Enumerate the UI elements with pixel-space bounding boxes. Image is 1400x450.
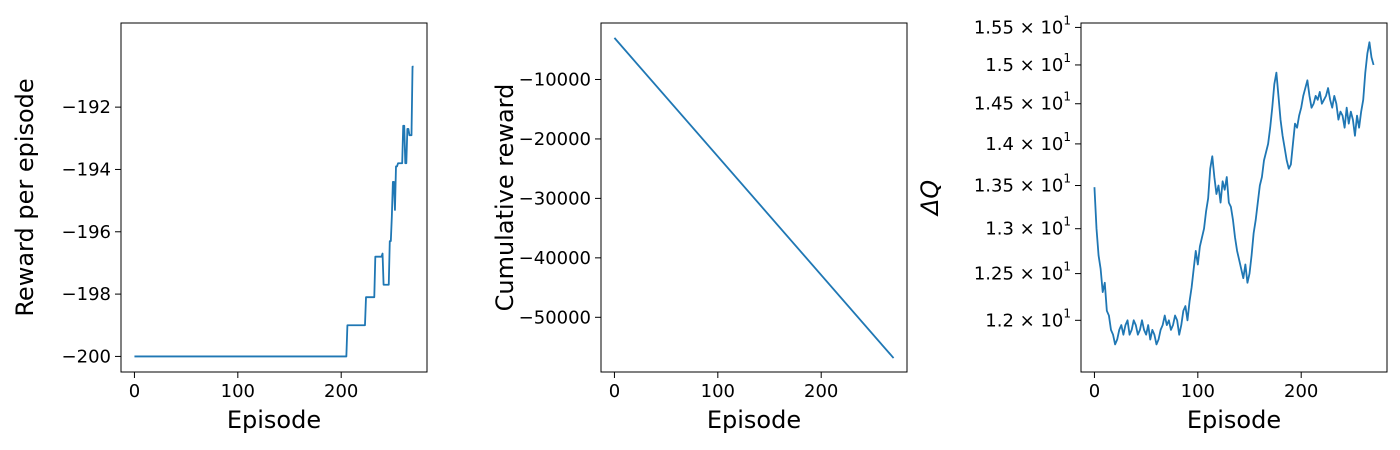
tick-exponent: 1 [1063, 306, 1071, 320]
tick-exponent: 1 [1063, 260, 1071, 274]
cumulative-y-tick-value: −50000 [519, 307, 591, 328]
cumulative-x-tick-label: 0 [609, 381, 620, 402]
tick-exponent: 1 [1063, 130, 1071, 144]
cumulative-axes-frame [600, 22, 908, 373]
reward-y-tick-value: −198 [62, 284, 111, 305]
tick-multiplier: × 10 [1014, 310, 1063, 331]
tick-multiplier: × 10 [1014, 219, 1063, 240]
reward-y-tick-value: −194 [62, 159, 111, 180]
tick-exponent: 1 [1063, 215, 1071, 229]
delta-q-series-line-0 [1093, 41, 1375, 346]
tick-exponent: 1 [1063, 90, 1071, 104]
delta-q-x-tick-label: 0 [1089, 381, 1100, 402]
cumulative-y-tick-label: −20000 [519, 129, 591, 150]
tick-multiplier: × 10 [1014, 264, 1063, 285]
delta-q-y-tick-value: 1.55 [974, 17, 1014, 38]
reward-y-tick-label: −196 [62, 222, 111, 243]
delta-q-y-tick-value: 1.3 [985, 219, 1014, 240]
reward-axes-frame [120, 22, 428, 373]
reward-x-tick-label: 200 [324, 381, 358, 402]
tick-multiplier: × 10 [1014, 55, 1063, 76]
tick-exponent: 1 [1063, 172, 1071, 186]
delta-q-y-tick-value: 1.35 [974, 176, 1014, 197]
delta-q-y-tick-label: 1.55 × 101 [974, 13, 1071, 38]
reward-y-tick-label: −200 [62, 346, 111, 367]
tick-exponent: 1 [1063, 13, 1071, 27]
delta-q-axes-frame [1080, 22, 1388, 373]
delta-q-y-tick-label: 1.25 × 101 [974, 260, 1071, 285]
cumulative-series-line-0 [613, 37, 895, 359]
cumulative-y-tick-value: −10000 [519, 69, 591, 90]
cumulative-y-tick-label: −40000 [519, 248, 591, 269]
reward-y-axis-label: Reward per episode [11, 78, 39, 316]
cumulative-y-tick-label: −10000 [519, 69, 591, 90]
delta-q-y-tick-value: 1.2 [985, 310, 1014, 331]
cumulative-y-tick-label: −50000 [519, 307, 591, 328]
tick-multiplier: × 10 [1014, 17, 1063, 38]
delta-q-y-tick-value: 1.25 [974, 264, 1014, 285]
reward-x-tick-label: 0 [129, 381, 140, 402]
reward-per-episode-chart: 0 100 200 −200 −198 −196 −194 −192 Episode Reward… [11, 22, 428, 434]
tick-multiplier: × 10 [1014, 94, 1063, 115]
reward-y-tick-label: −198 [62, 284, 111, 305]
reward-y-tick-value: −200 [62, 346, 111, 367]
delta-q-y-tick-value: 1.45 [974, 94, 1014, 115]
delta-q-y-tick-value: 1.5 [985, 55, 1014, 76]
delta-q-y-tick-label: 1.2 × 101 [985, 306, 1071, 331]
delta-q-y-tick-label: 1.35 × 101 [974, 172, 1071, 197]
delta-q-x-axis-label: Episode [1187, 406, 1281, 434]
delta-q-x-tick-label: 200 [1284, 381, 1318, 402]
reward-x-axis-label: Episode [227, 406, 321, 434]
delta-q-y-axis-label: ΔQ [916, 180, 944, 217]
cumulative-x-axis-label: Episode [707, 406, 801, 434]
reward-y-tick-value: −192 [62, 97, 111, 118]
cumulative-reward-chart: 0 100 200 −50000 −40000 −30000 −20000 −10000 Epi… [491, 22, 908, 434]
delta-q-y-tick-label: 1.45 × 101 [974, 90, 1071, 115]
reward-x-tick-label: 100 [221, 381, 255, 402]
cumulative-y-tick-value: −30000 [519, 188, 591, 209]
cumulative-y-tick-label: −30000 [519, 188, 591, 209]
cumulative-x-tick-label: 200 [804, 381, 838, 402]
delta-q-y-tick-label: 1.3 × 101 [985, 215, 1071, 240]
reward-y-tick-label: −192 [62, 97, 111, 118]
cumulative-y-axis-label: Cumulative reward [491, 84, 519, 312]
delta-q-y-tick-label: 1.5 × 101 [985, 51, 1071, 76]
reward-series-line-0 [134, 65, 414, 358]
tick-exponent: 1 [1063, 51, 1071, 65]
delta-q-y-tick-label: 1.4 × 101 [985, 130, 1071, 155]
tick-multiplier: × 10 [1014, 134, 1063, 155]
reward-y-tick-value: −196 [62, 222, 111, 243]
tick-multiplier: × 10 [1014, 176, 1063, 197]
delta-q-x-tick-label: 100 [1181, 381, 1215, 402]
cumulative-y-tick-value: −20000 [519, 129, 591, 150]
cumulative-x-tick-label: 100 [701, 381, 735, 402]
delta-q-y-tick-value: 1.4 [985, 134, 1014, 155]
reward-y-tick-label: −194 [62, 159, 111, 180]
cumulative-y-tick-value: −40000 [519, 248, 591, 269]
